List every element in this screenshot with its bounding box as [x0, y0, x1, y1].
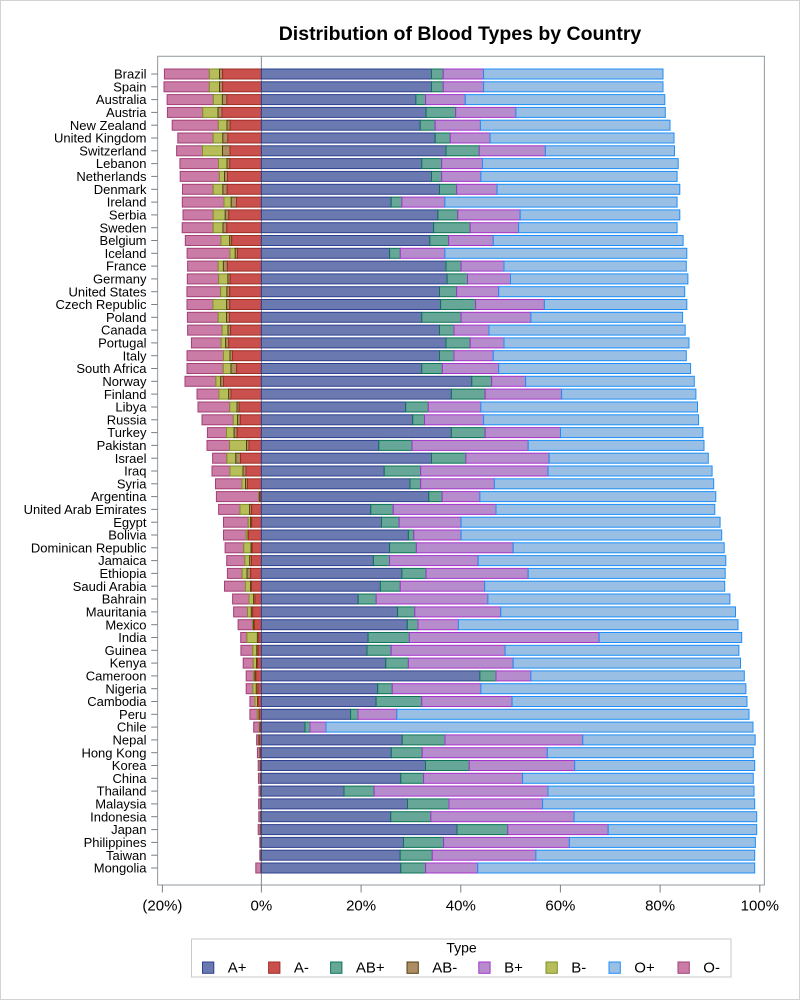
svg-text:Australia: Australia — [96, 92, 147, 107]
svg-text:Mexico: Mexico — [105, 617, 146, 632]
svg-text:100%: 100% — [741, 898, 779, 915]
svg-text:Kenya: Kenya — [110, 656, 148, 671]
svg-text:O+: O+ — [634, 960, 655, 977]
svg-text:Chile: Chile — [117, 720, 147, 735]
svg-text:A+: A+ — [228, 960, 247, 977]
svg-text:Ireland: Ireland — [107, 195, 147, 210]
svg-text:Bolivia: Bolivia — [108, 528, 147, 543]
svg-text:Norway: Norway — [102, 374, 147, 389]
svg-text:Switzerland: Switzerland — [79, 143, 146, 158]
svg-text:A-: A- — [294, 960, 309, 977]
svg-text:Canada: Canada — [101, 323, 147, 338]
svg-text:Guinea: Guinea — [105, 643, 148, 658]
svg-text:Mongolia: Mongolia — [94, 861, 148, 876]
svg-text:Belgium: Belgium — [100, 233, 147, 248]
svg-text:O-: O- — [703, 960, 720, 977]
svg-text:China: China — [113, 771, 148, 786]
svg-text:Mauritania: Mauritania — [86, 605, 147, 620]
svg-text:Egypt: Egypt — [113, 515, 147, 530]
svg-text:Thailand: Thailand — [97, 784, 147, 799]
svg-text:Saudi Arabia: Saudi Arabia — [73, 579, 147, 594]
svg-text:Cambodia: Cambodia — [87, 694, 147, 709]
svg-text:Brazil: Brazil — [114, 67, 147, 82]
svg-text:Serbia: Serbia — [109, 208, 147, 223]
svg-text:60%: 60% — [545, 898, 575, 915]
svg-text:Bahrain: Bahrain — [102, 592, 147, 607]
svg-text:Russia: Russia — [107, 412, 148, 427]
svg-text:Nepal: Nepal — [113, 733, 147, 748]
svg-text:Germany: Germany — [93, 272, 147, 287]
svg-text:Iraq: Iraq — [124, 464, 146, 479]
svg-text:AB-: AB- — [432, 960, 457, 977]
svg-text:Pakistan: Pakistan — [97, 438, 147, 453]
svg-text:Japan: Japan — [111, 822, 146, 837]
svg-text:Turkey: Turkey — [107, 425, 147, 440]
svg-text:Argentina: Argentina — [91, 489, 147, 504]
svg-text:B-: B- — [571, 960, 586, 977]
svg-text:Italy: Italy — [123, 348, 147, 363]
svg-text:Austria: Austria — [106, 105, 147, 120]
svg-text:India: India — [118, 630, 147, 645]
svg-text:Cameroon: Cameroon — [86, 669, 147, 684]
svg-text:Portugal: Portugal — [98, 336, 147, 351]
svg-text:AB+: AB+ — [356, 960, 385, 977]
svg-text:Type: Type — [446, 940, 477, 956]
svg-text:40%: 40% — [446, 898, 476, 915]
svg-text:Czech Republic: Czech Republic — [55, 297, 147, 312]
svg-text:Sweden: Sweden — [100, 220, 147, 235]
svg-text:(20%): (20%) — [142, 898, 182, 915]
svg-text:Hong Kong: Hong Kong — [81, 745, 146, 760]
svg-text:Nigeria: Nigeria — [105, 681, 147, 696]
svg-text:Distribution of Blood Types by: Distribution of Blood Types by Country — [279, 23, 642, 45]
svg-text:Taiwan: Taiwan — [106, 848, 146, 863]
svg-text:Libya: Libya — [115, 400, 147, 415]
svg-text:Dominican Republic: Dominican Republic — [31, 540, 147, 555]
svg-text:New Zealand: New Zealand — [70, 118, 147, 133]
svg-text:Poland: Poland — [106, 310, 146, 325]
svg-text:United Kingdom: United Kingdom — [54, 131, 147, 146]
svg-text:Netherlands: Netherlands — [76, 169, 147, 184]
svg-text:Malaysia: Malaysia — [95, 797, 147, 812]
svg-text:United States: United States — [68, 284, 147, 299]
svg-text:Israel: Israel — [115, 451, 147, 466]
svg-text:Iceland: Iceland — [105, 246, 147, 261]
svg-text:B+: B+ — [504, 960, 523, 977]
svg-text:Spain: Spain — [113, 79, 146, 94]
svg-text:Ethiopia: Ethiopia — [100, 566, 148, 581]
svg-text:Lebanon: Lebanon — [96, 156, 147, 171]
svg-text:Finland: Finland — [104, 387, 147, 402]
svg-text:Jamaica: Jamaica — [98, 553, 147, 568]
svg-text:Denmark: Denmark — [94, 182, 147, 197]
svg-text:Philippines: Philippines — [84, 835, 147, 850]
svg-text:Indonesia: Indonesia — [90, 809, 147, 824]
svg-text:0%: 0% — [251, 898, 273, 915]
svg-text:20%: 20% — [346, 898, 376, 915]
svg-text:South Africa: South Africa — [76, 361, 147, 376]
svg-text:Syria: Syria — [117, 476, 147, 491]
svg-text:United Arab Emirates: United Arab Emirates — [24, 502, 147, 517]
svg-text:Korea: Korea — [112, 758, 147, 773]
svg-text:France: France — [106, 259, 146, 274]
svg-text:Peru: Peru — [119, 707, 146, 722]
svg-text:80%: 80% — [645, 898, 675, 915]
